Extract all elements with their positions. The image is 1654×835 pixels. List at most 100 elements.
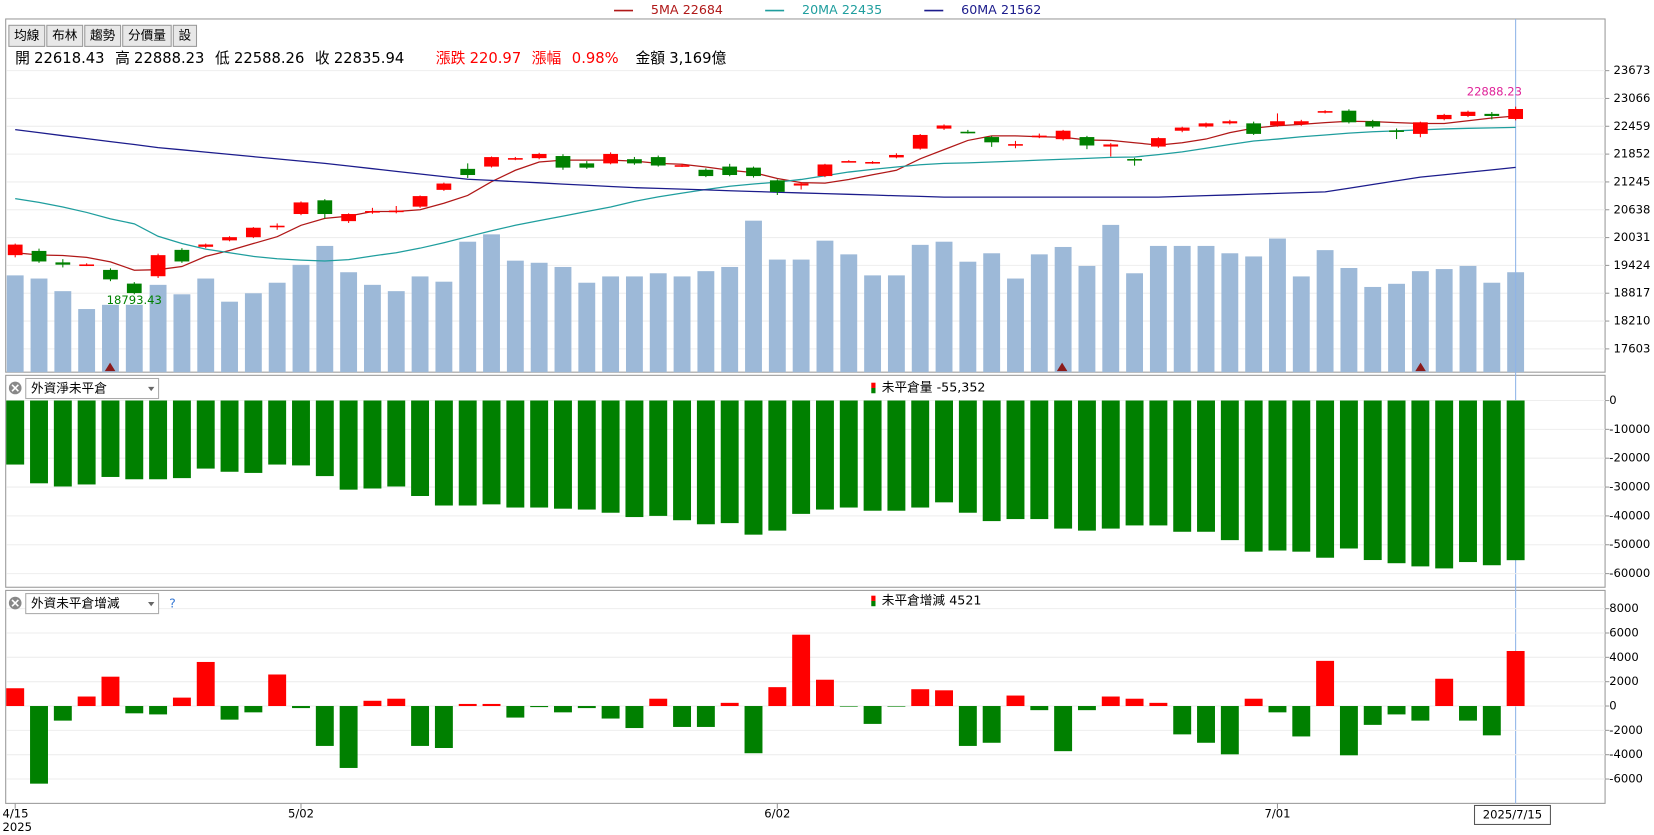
legend-icon: [871, 595, 876, 601]
candle-body: [222, 237, 237, 241]
oi-panel: [5, 374, 1606, 588]
volume-bar: [125, 304, 143, 373]
bar: [1197, 706, 1215, 743]
bar: [1030, 400, 1049, 520]
help-icon[interactable]: ?: [169, 596, 176, 611]
volume-bar: [1459, 265, 1477, 373]
bar: [411, 400, 430, 496]
y-tick-label: 18817: [1614, 286, 1651, 300]
bar: [792, 634, 811, 707]
candle-body: [889, 154, 904, 158]
info-text: 收: [315, 50, 330, 67]
candle-body: [388, 210, 404, 213]
volume-bar: [1269, 238, 1286, 373]
volume-bar: [102, 304, 119, 373]
bar: [53, 706, 72, 721]
bar: [196, 400, 215, 469]
volume-bar: [1007, 278, 1024, 373]
bar: [268, 674, 287, 707]
volume-bar: [221, 301, 238, 373]
toolbar-button[interactable]: [122, 24, 172, 47]
oi-selector[interactable]: 外資淨未平倉: [8, 377, 160, 400]
candle-body: [698, 169, 714, 177]
change-selector[interactable]: 外資未平倉增減 ?: [8, 593, 176, 615]
bar: [744, 400, 763, 535]
x-tick-label: 5/02: [288, 806, 314, 820]
volume-bar: [340, 272, 358, 373]
candle-body: [769, 180, 785, 192]
bar: [363, 700, 382, 707]
candle-body: [722, 166, 738, 176]
y-tick-label: -4000: [1609, 747, 1643, 761]
bar: [387, 698, 406, 707]
info-text: 3,169億: [669, 50, 726, 67]
candle-body: [317, 200, 333, 215]
candle-body: [507, 158, 523, 160]
signal-marker: [104, 362, 116, 372]
candle-body: [936, 125, 952, 129]
y-tick-label: -40000: [1609, 508, 1650, 522]
toolbar-button[interactable]: [46, 24, 84, 47]
volume-bar: [1411, 271, 1429, 373]
toolbar-button[interactable]: [84, 24, 122, 47]
volume-bar: [935, 241, 953, 373]
bar: [839, 400, 858, 508]
bar: [1101, 696, 1120, 707]
candle-body: [1198, 123, 1214, 127]
bar: [220, 706, 239, 720]
volume-bar: [602, 276, 620, 373]
y-tick-label: -60000: [1609, 566, 1650, 580]
dropdown[interactable]: [25, 593, 160, 615]
info-text: 22618.43: [34, 50, 104, 67]
signal-marker: [1056, 362, 1068, 372]
volume-bar: [292, 264, 310, 373]
bar: [1149, 702, 1168, 707]
bar: [1244, 400, 1263, 552]
toolbar-button-label: 設: [179, 27, 192, 42]
volume-bar: [887, 275, 905, 373]
toolbar-button[interactable]: [8, 24, 46, 47]
bar: [101, 676, 120, 707]
candle-body: [1293, 121, 1309, 125]
volume-bar: [1078, 265, 1096, 373]
bar: [1459, 400, 1477, 563]
bar: [1268, 400, 1287, 551]
toolbar: 均線 布林 趨勢 分價量設: [8, 24, 198, 47]
volume-bar: [268, 282, 286, 373]
volume-bar: [30, 278, 48, 373]
y-tick-label: -2000: [1609, 723, 1643, 737]
bar: [887, 400, 906, 511]
y-tick-label: 21852: [1614, 147, 1651, 161]
bar: [720, 702, 739, 707]
bar: [815, 679, 834, 707]
candle-body: [55, 262, 71, 265]
y-tick-label: 19424: [1614, 258, 1651, 272]
volume-bar: [483, 234, 500, 373]
dropdown[interactable]: [25, 377, 160, 400]
volume-bar: [1102, 224, 1120, 373]
bar: [1268, 706, 1287, 713]
candle-body: [984, 137, 1000, 143]
volume-bar: [1173, 245, 1191, 373]
volume-bar: [745, 220, 762, 373]
toolbar-button[interactable]: [172, 24, 198, 47]
bar: [482, 400, 501, 505]
bar: [696, 400, 715, 525]
cursor-label-box: [1473, 804, 1551, 825]
bar: [244, 706, 263, 713]
bar: [1125, 698, 1144, 707]
volume-bar: [1435, 269, 1453, 373]
volume-bar: [1197, 245, 1215, 373]
candle-body: [126, 283, 142, 294]
bar: [673, 706, 692, 727]
close-icon-x: [11, 384, 19, 392]
bar: [244, 400, 263, 473]
bar: [1173, 706, 1192, 735]
bar: [30, 400, 48, 484]
y-tick-label: 6000: [1609, 625, 1638, 639]
bar: [530, 706, 549, 708]
volume-bar: [1316, 250, 1334, 373]
volume-bar: [387, 291, 405, 373]
candle-body: [79, 264, 95, 267]
candle-body: [1174, 127, 1190, 131]
